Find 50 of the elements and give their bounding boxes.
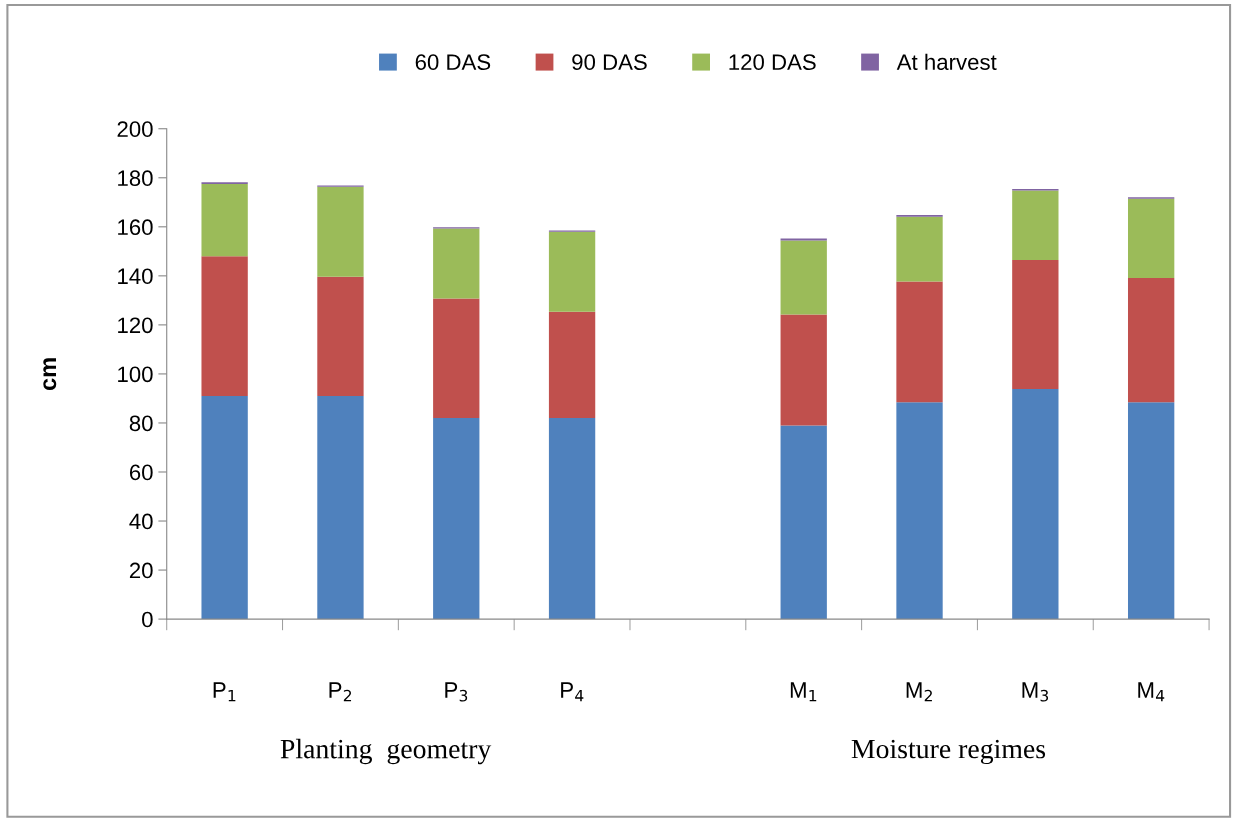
bar bbox=[896, 281, 943, 403]
bar bbox=[1012, 190, 1059, 260]
bar bbox=[896, 402, 943, 620]
y-tick-label: 140 bbox=[118, 268, 153, 285]
bar bbox=[896, 216, 943, 282]
bar bbox=[1127, 198, 1175, 279]
y-tick-label: 120 bbox=[118, 317, 153, 334]
x-tick-label: M$_{3}$ bbox=[1022, 682, 1049, 702]
x-tick-label: M$_{4}$ bbox=[1138, 682, 1165, 702]
bar bbox=[1127, 402, 1175, 620]
bar bbox=[780, 425, 827, 620]
x-tick-label: P$_{4}$ bbox=[561, 682, 584, 702]
bar bbox=[780, 240, 827, 315]
text: Moisture regimes bbox=[851, 739, 1046, 765]
x-tick-label: P$_{3}$ bbox=[445, 682, 468, 702]
y-axis-title: cm bbox=[43, 358, 57, 391]
bar bbox=[1012, 389, 1059, 620]
bar bbox=[201, 395, 248, 620]
x-tick-label: M$_{1}$ bbox=[790, 682, 817, 702]
x-tick-label: P$_{1}$ bbox=[213, 682, 236, 702]
bar bbox=[1012, 259, 1059, 390]
bar bbox=[433, 228, 480, 299]
bar bbox=[548, 311, 596, 419]
bar bbox=[201, 183, 248, 257]
legend-label: 120 DAS bbox=[729, 54, 816, 71]
y-tick-label: 80 bbox=[129, 415, 153, 432]
bar bbox=[317, 276, 364, 396]
x-tick-label: P$_{2}$ bbox=[329, 682, 352, 702]
y-tick-label: 160 bbox=[118, 219, 153, 236]
bar bbox=[548, 418, 596, 620]
y-tick-label: 40 bbox=[129, 513, 153, 530]
bar bbox=[433, 418, 480, 620]
y-tick-label: 60 bbox=[129, 464, 153, 481]
bar bbox=[317, 186, 364, 277]
bar bbox=[780, 314, 827, 426]
bar bbox=[201, 256, 248, 396]
y-tick-label: 180 bbox=[118, 170, 153, 187]
y-tick-label: 0 bbox=[142, 611, 153, 628]
legend-label: At harvest bbox=[896, 53, 997, 71]
text: Planting geometry bbox=[280, 738, 492, 765]
bar bbox=[433, 298, 480, 419]
legend-label: 90 DAS bbox=[572, 54, 647, 71]
bar bbox=[548, 231, 596, 312]
bar bbox=[1127, 278, 1175, 403]
legend-label: 60 DAS bbox=[415, 54, 491, 71]
bar bbox=[317, 395, 364, 620]
y-tick-label: 200 bbox=[117, 121, 153, 138]
y-tick-label: 20 bbox=[129, 562, 153, 579]
y-tick-label: 100 bbox=[118, 366, 153, 383]
x-tick-label: M$_{2}$ bbox=[906, 682, 932, 702]
